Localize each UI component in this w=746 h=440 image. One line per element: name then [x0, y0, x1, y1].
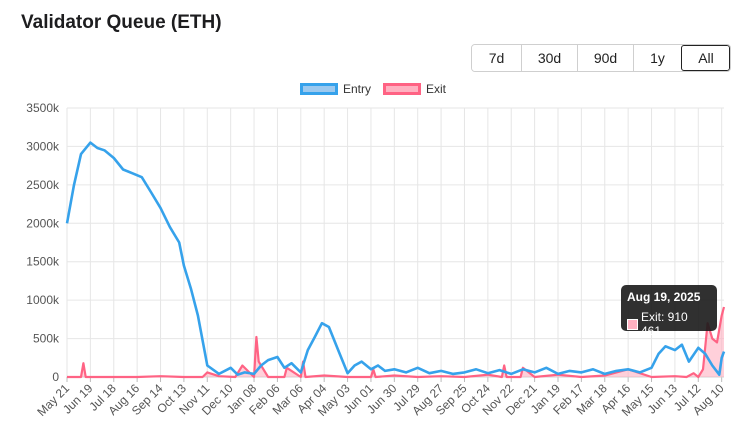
chart-tooltip: Aug 19, 2025 Exit: 910 461 [621, 285, 717, 338]
range-all-button[interactable]: All [681, 45, 730, 71]
y-tick-label: 500k [33, 332, 60, 346]
legend-entry[interactable]: Entry [299, 82, 371, 96]
y-tick-label: 3000k [26, 139, 60, 153]
page-title: Validator Queue (ETH) [21, 12, 222, 33]
y-tick-label: 2500k [26, 178, 60, 192]
chart-series [65, 141, 726, 379]
legend-exit-label: Exit [426, 82, 447, 96]
y-axis: 0 500k 1000k 1500k 2000k 2500k 3000k 3500k [26, 101, 60, 384]
series-entry-line[interactable] [65, 141, 726, 376]
series-exit-line[interactable] [67, 306, 726, 379]
time-range-selector: 7d 30d 90d 1y All [471, 44, 731, 72]
range-7d-button[interactable]: 7d [472, 45, 521, 71]
range-1y-button[interactable]: 1y [633, 45, 681, 71]
y-tick-label: 2000k [26, 216, 60, 230]
tooltip-title: Aug 19, 2025 [627, 290, 701, 304]
y-tick-label: 1500k [26, 255, 60, 269]
range-30d-button[interactable]: 30d [521, 45, 577, 71]
legend-entry-label: Entry [342, 82, 371, 96]
y-tick-label: 0 [52, 370, 59, 384]
range-90d-button[interactable]: 90d [577, 45, 633, 71]
legend-exit[interactable]: Exit [383, 82, 446, 96]
tooltip-value: Exit: 910 461 [641, 310, 688, 338]
chart-legend: Entry Exit [0, 82, 746, 96]
legend-exit-swatch [383, 83, 421, 95]
chart-grid [66, 107, 724, 378]
y-tick-label: 3500k [26, 101, 60, 115]
legend-entry-swatch [299, 83, 338, 95]
y-tick-label: 1000k [26, 293, 60, 307]
tooltip-exit-swatch [627, 318, 638, 330]
